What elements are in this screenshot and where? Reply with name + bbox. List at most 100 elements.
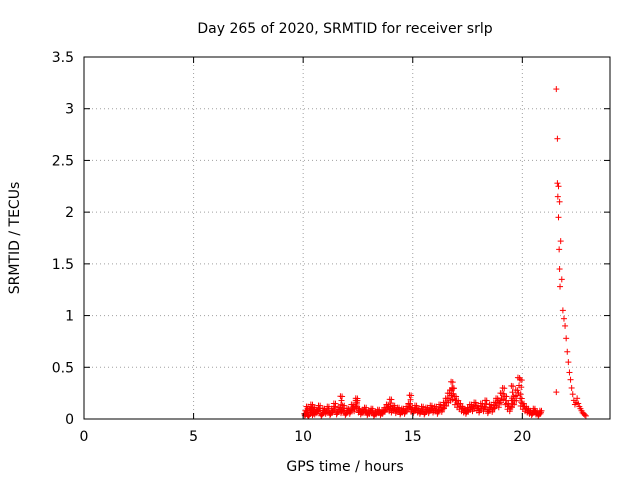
data-point — [407, 401, 414, 408]
data-point — [563, 335, 570, 342]
data-point — [407, 396, 414, 403]
data-point — [518, 395, 525, 402]
data-point — [420, 403, 427, 410]
data-point — [554, 135, 561, 142]
data-point — [556, 246, 563, 253]
data-point — [508, 395, 515, 402]
data-point — [305, 412, 312, 419]
data-point — [560, 315, 567, 322]
data-point — [356, 405, 363, 412]
data-point — [513, 397, 520, 404]
grid — [84, 57, 610, 419]
data-point — [537, 410, 544, 417]
data-point — [387, 403, 394, 410]
data-point — [518, 384, 525, 391]
data-point — [500, 390, 507, 397]
data-point — [391, 402, 398, 409]
data-point — [472, 399, 479, 406]
data-point — [556, 198, 563, 205]
data-point — [555, 214, 562, 221]
data-point — [582, 412, 589, 419]
x-tick-label: 5 — [189, 429, 198, 445]
x-tick-label: 10 — [294, 429, 312, 445]
data-point — [514, 387, 521, 394]
y-axis-ticks: 0 0.5 1 1.5 2 2.5 3 3.5 — [52, 50, 610, 428]
data-point — [453, 393, 460, 400]
data-point — [511, 401, 518, 408]
data-point — [537, 409, 544, 416]
data-point — [369, 405, 376, 412]
data-point — [556, 266, 563, 273]
data-point — [555, 183, 562, 190]
data-point — [568, 384, 575, 391]
data-point — [509, 389, 516, 396]
data-point — [554, 193, 561, 200]
data-point — [305, 403, 312, 410]
data-point — [363, 404, 370, 411]
x-tick-label: 0 — [80, 429, 89, 445]
chart-title: Day 265 of 2020, SRMTID for receiver srl… — [197, 21, 492, 37]
data-point — [581, 411, 588, 418]
y-tick-label: 0.5 — [52, 360, 74, 376]
data-point — [538, 407, 545, 414]
data-point — [428, 402, 435, 409]
data-point — [554, 180, 561, 187]
data-point — [483, 397, 490, 404]
y-tick-label: 3 — [65, 102, 74, 118]
data-point — [450, 385, 457, 392]
data-point — [566, 369, 573, 376]
y-tick-label: 2.5 — [52, 153, 74, 169]
data-point — [562, 322, 569, 329]
data-point — [553, 86, 560, 93]
data-point — [558, 276, 565, 283]
data-point — [457, 400, 464, 407]
data-point — [518, 377, 525, 384]
data-point — [483, 400, 490, 407]
y-tick-label: 3.5 — [52, 50, 74, 66]
data-point — [346, 410, 353, 417]
data-point — [339, 393, 346, 400]
data-point — [575, 400, 582, 407]
data-point — [559, 307, 566, 314]
data-point — [497, 399, 504, 406]
data-point — [354, 395, 361, 402]
data-point — [495, 404, 502, 411]
data-point — [474, 402, 481, 409]
data-point — [443, 402, 450, 409]
data-point — [449, 396, 456, 403]
data-point — [325, 403, 332, 410]
data-point — [434, 410, 441, 417]
y-tick-label: 1 — [65, 309, 74, 325]
data-point — [455, 397, 462, 404]
data-point — [502, 397, 509, 404]
data-point — [396, 404, 403, 411]
data-point — [433, 403, 440, 410]
data-point — [510, 383, 517, 390]
x-tick-label: 15 — [404, 429, 422, 445]
data-point — [567, 376, 574, 383]
x-axis-ticks: 0 5 10 15 20 — [80, 57, 531, 445]
data-point — [332, 400, 339, 407]
data-point — [331, 406, 338, 413]
data-point — [305, 413, 312, 420]
data-point — [341, 402, 348, 409]
y-tick-label: 0 — [65, 412, 74, 428]
data-point — [353, 399, 360, 406]
data-point — [500, 396, 507, 403]
y-tick-label: 2 — [65, 205, 74, 221]
data-point — [520, 400, 527, 407]
data-point — [437, 401, 444, 408]
data-point — [557, 283, 564, 290]
data-point — [553, 389, 560, 396]
x-tick-label: 20 — [513, 429, 531, 445]
data-point — [338, 397, 345, 404]
data-point — [408, 392, 415, 399]
data-point — [518, 399, 525, 406]
data-point — [501, 385, 508, 392]
data-point — [376, 406, 383, 413]
data-point — [565, 359, 572, 366]
data-point — [353, 402, 360, 409]
data-point — [557, 238, 564, 245]
